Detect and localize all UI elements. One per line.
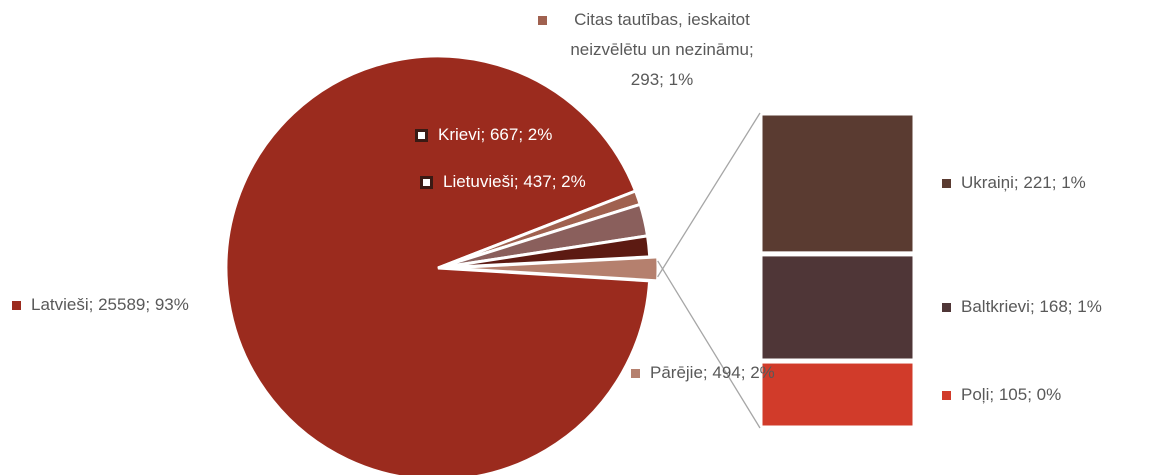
label-part: 221	[1023, 173, 1052, 193]
label-marker	[631, 369, 640, 378]
bar-segment	[757, 358, 918, 431]
data-label: Citas tautības, ieskaitot neizvēlētu un …	[538, 5, 767, 95]
label-part: 293	[630, 70, 660, 89]
label-part: 2%	[527, 125, 553, 144]
label-text: Baltkrievi; 168; 1%	[961, 297, 1102, 317]
data-label: Krievi; 667; 2%	[415, 120, 552, 150]
connector-line	[657, 112, 761, 278]
label-part: 1%	[668, 70, 694, 89]
label-part: 2%	[750, 363, 775, 382]
label-text: Citas tautības, ieskaitot neizvēlētu un …	[570, 10, 754, 89]
label-text: Lietuvieši; 437; 2%	[443, 172, 586, 191]
label-part: 168	[1039, 297, 1068, 317]
label-part: Krievi	[438, 125, 481, 144]
label-part: 494	[712, 363, 741, 382]
label-part: 1%	[1061, 173, 1086, 193]
label-part: 105	[998, 384, 1028, 404]
label-text: Krievi; 667; 2%	[438, 125, 553, 144]
label-marker	[942, 390, 951, 400]
label-text: Latvieši; 25589; 93%	[31, 295, 189, 314]
label-part: Ukraiņi	[961, 173, 1014, 193]
label-marker	[942, 179, 951, 189]
label-marker	[415, 129, 428, 142]
bar-segment	[757, 110, 918, 257]
data-label: Poļi; 105; 0%	[942, 380, 1061, 410]
label-part: 2%	[561, 172, 586, 191]
data-label: Ukraiņi; 221; 1%	[942, 168, 1086, 198]
label-part: Citas tautības, ieskaitot neizvēlētu un …	[570, 10, 750, 59]
data-label: Baltkrievi; 168; 1%	[942, 292, 1102, 322]
data-label: Latvieši; 25589; 93%	[12, 290, 189, 320]
label-marker	[12, 301, 21, 310]
pie-slice	[224, 54, 652, 475]
data-label: Lietuvieši; 437; 2%	[420, 167, 586, 197]
label-part: Lietuvieši	[443, 172, 514, 191]
label-marker	[420, 176, 433, 189]
label-text: Poļi; 105; 0%	[961, 384, 1062, 404]
bar-segment	[757, 251, 918, 364]
connector-line	[657, 260, 761, 429]
label-part: Latvieši	[31, 295, 89, 314]
label-part: Pārējie	[650, 363, 703, 382]
label-part: 25589	[98, 295, 146, 314]
label-text: Pārējie; 494; 2%	[650, 363, 775, 382]
data-label: Pārējie; 494; 2%	[631, 358, 775, 388]
label-part: 93%	[154, 295, 189, 314]
label-marker	[538, 16, 547, 25]
label-part: 437	[523, 172, 552, 191]
label-part: Poļi	[961, 384, 990, 404]
label-marker	[942, 303, 951, 313]
pie-slice	[445, 255, 660, 283]
label-part: 667	[489, 125, 519, 144]
label-part: Baltkrievi	[961, 297, 1030, 317]
label-text: Ukraiņi; 221; 1%	[961, 173, 1086, 193]
label-part: 1%	[1077, 297, 1102, 317]
label-part: 0%	[1036, 384, 1062, 404]
